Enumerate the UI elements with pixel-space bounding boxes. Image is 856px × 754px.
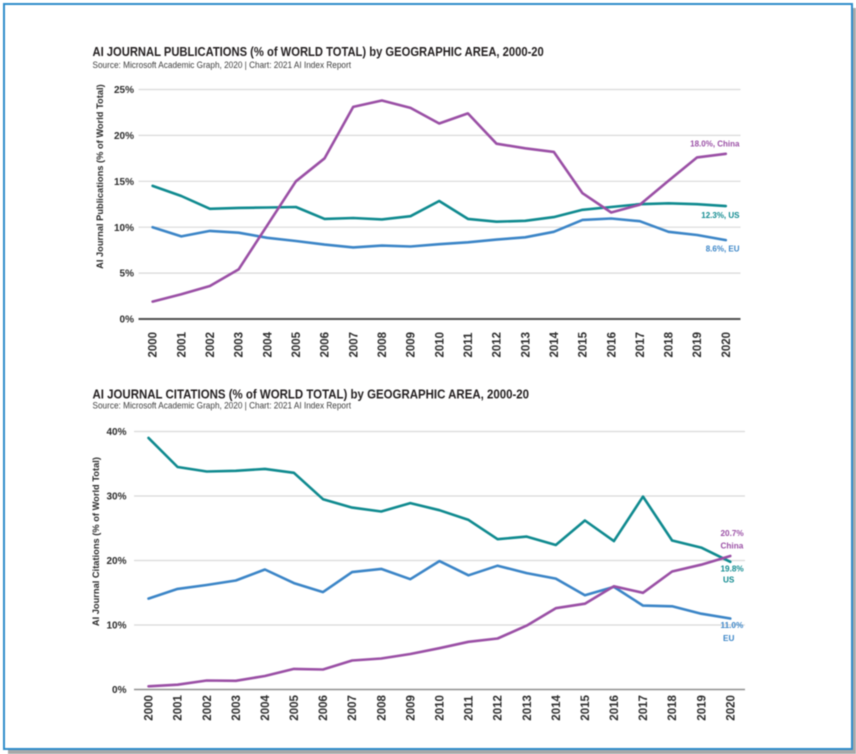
svg-text:2016: 2016 — [606, 332, 618, 358]
svg-text:30%: 30% — [106, 492, 126, 503]
svg-text:15%: 15% — [114, 177, 134, 188]
svg-text:2018: 2018 — [664, 331, 676, 357]
svg-text:2003: 2003 — [231, 695, 243, 721]
svg-text:US: US — [723, 576, 735, 585]
svg-text:0%: 0% — [112, 685, 127, 696]
svg-text:8.6%, EU: 8.6%, EU — [706, 245, 740, 254]
svg-text:Source: Microsoft Academic Gra: Source: Microsoft Academic Graph, 2020 |… — [93, 59, 352, 70]
svg-text:2004: 2004 — [260, 695, 272, 721]
svg-text:2020: 2020 — [721, 332, 733, 358]
svg-text:2007: 2007 — [348, 332, 360, 358]
svg-text:0%: 0% — [120, 315, 135, 326]
svg-text:2018: 2018 — [667, 695, 679, 721]
svg-text:2015: 2015 — [580, 695, 592, 721]
svg-text:2016: 2016 — [609, 695, 621, 721]
svg-text:2008: 2008 — [376, 695, 388, 721]
svg-text:2004: 2004 — [262, 331, 274, 357]
svg-text:11.0%: 11.0% — [721, 621, 744, 630]
svg-text:10%: 10% — [114, 223, 134, 234]
svg-text:2001: 2001 — [176, 331, 188, 357]
svg-text:2012: 2012 — [493, 695, 505, 721]
svg-text:19.8%: 19.8% — [721, 565, 745, 574]
svg-text:2019: 2019 — [692, 332, 704, 358]
svg-text:5%: 5% — [120, 269, 135, 280]
svg-text:40%: 40% — [106, 427, 126, 438]
svg-text:2000: 2000 — [144, 695, 156, 721]
svg-text:2006: 2006 — [320, 332, 332, 358]
svg-text:2011: 2011 — [463, 332, 475, 358]
svg-text:2009: 2009 — [405, 695, 417, 721]
svg-text:2010: 2010 — [435, 695, 447, 721]
svg-text:2017: 2017 — [638, 695, 650, 721]
svg-text:2009: 2009 — [406, 332, 418, 358]
svg-text:12.3%, US: 12.3%, US — [701, 211, 740, 220]
svg-text:Source: Microsoft Academic Gra: Source: Microsoft Academic Graph, 2020 |… — [93, 400, 352, 411]
svg-text:20%: 20% — [106, 556, 126, 567]
svg-text:2005: 2005 — [291, 331, 303, 357]
svg-text:2019: 2019 — [696, 695, 708, 721]
svg-text:AI JOURNAL PUBLICATIONS (% of: AI JOURNAL PUBLICATIONS (% of WORLD TOTA… — [93, 44, 545, 59]
svg-text:20%: 20% — [114, 131, 134, 142]
svg-text:2000: 2000 — [148, 332, 160, 358]
svg-text:2008: 2008 — [377, 331, 389, 357]
svg-text:2020: 2020 — [725, 695, 737, 721]
svg-text:2014: 2014 — [551, 695, 563, 721]
svg-text:20.7%: 20.7% — [721, 529, 745, 538]
svg-text:2007: 2007 — [347, 695, 359, 721]
svg-text:AI Journal Citations (% of Wor: AI Journal Citations (% of World Total) — [91, 457, 101, 626]
svg-text:2015: 2015 — [578, 331, 590, 357]
svg-text:2013: 2013 — [522, 695, 534, 721]
svg-text:AI JOURNAL CITATIONS (% of WOR: AI JOURNAL CITATIONS (% of WORLD TOTAL) … — [93, 387, 530, 402]
svg-text:2010: 2010 — [434, 332, 446, 358]
svg-text:2014: 2014 — [549, 331, 561, 357]
svg-text:EU: EU — [723, 634, 734, 643]
svg-text:2017: 2017 — [635, 332, 647, 358]
svg-text:18.0%, China: 18.0%, China — [690, 140, 740, 149]
svg-text:2003: 2003 — [234, 332, 246, 358]
svg-text:2002: 2002 — [202, 695, 214, 721]
svg-text:2013: 2013 — [520, 332, 532, 358]
svg-text:2002: 2002 — [205, 332, 217, 358]
svg-text:AI Journal Publications (% of: AI Journal Publications (% of World Tota… — [95, 84, 105, 269]
svg-text:2011: 2011 — [464, 695, 476, 721]
svg-text:2001: 2001 — [173, 695, 185, 721]
svg-text:10%: 10% — [106, 621, 126, 632]
svg-text:2006: 2006 — [318, 695, 330, 721]
svg-text:2012: 2012 — [492, 332, 504, 358]
svg-text:China: China — [721, 541, 744, 550]
svg-text:2005: 2005 — [289, 695, 301, 721]
svg-text:25%: 25% — [114, 85, 134, 96]
